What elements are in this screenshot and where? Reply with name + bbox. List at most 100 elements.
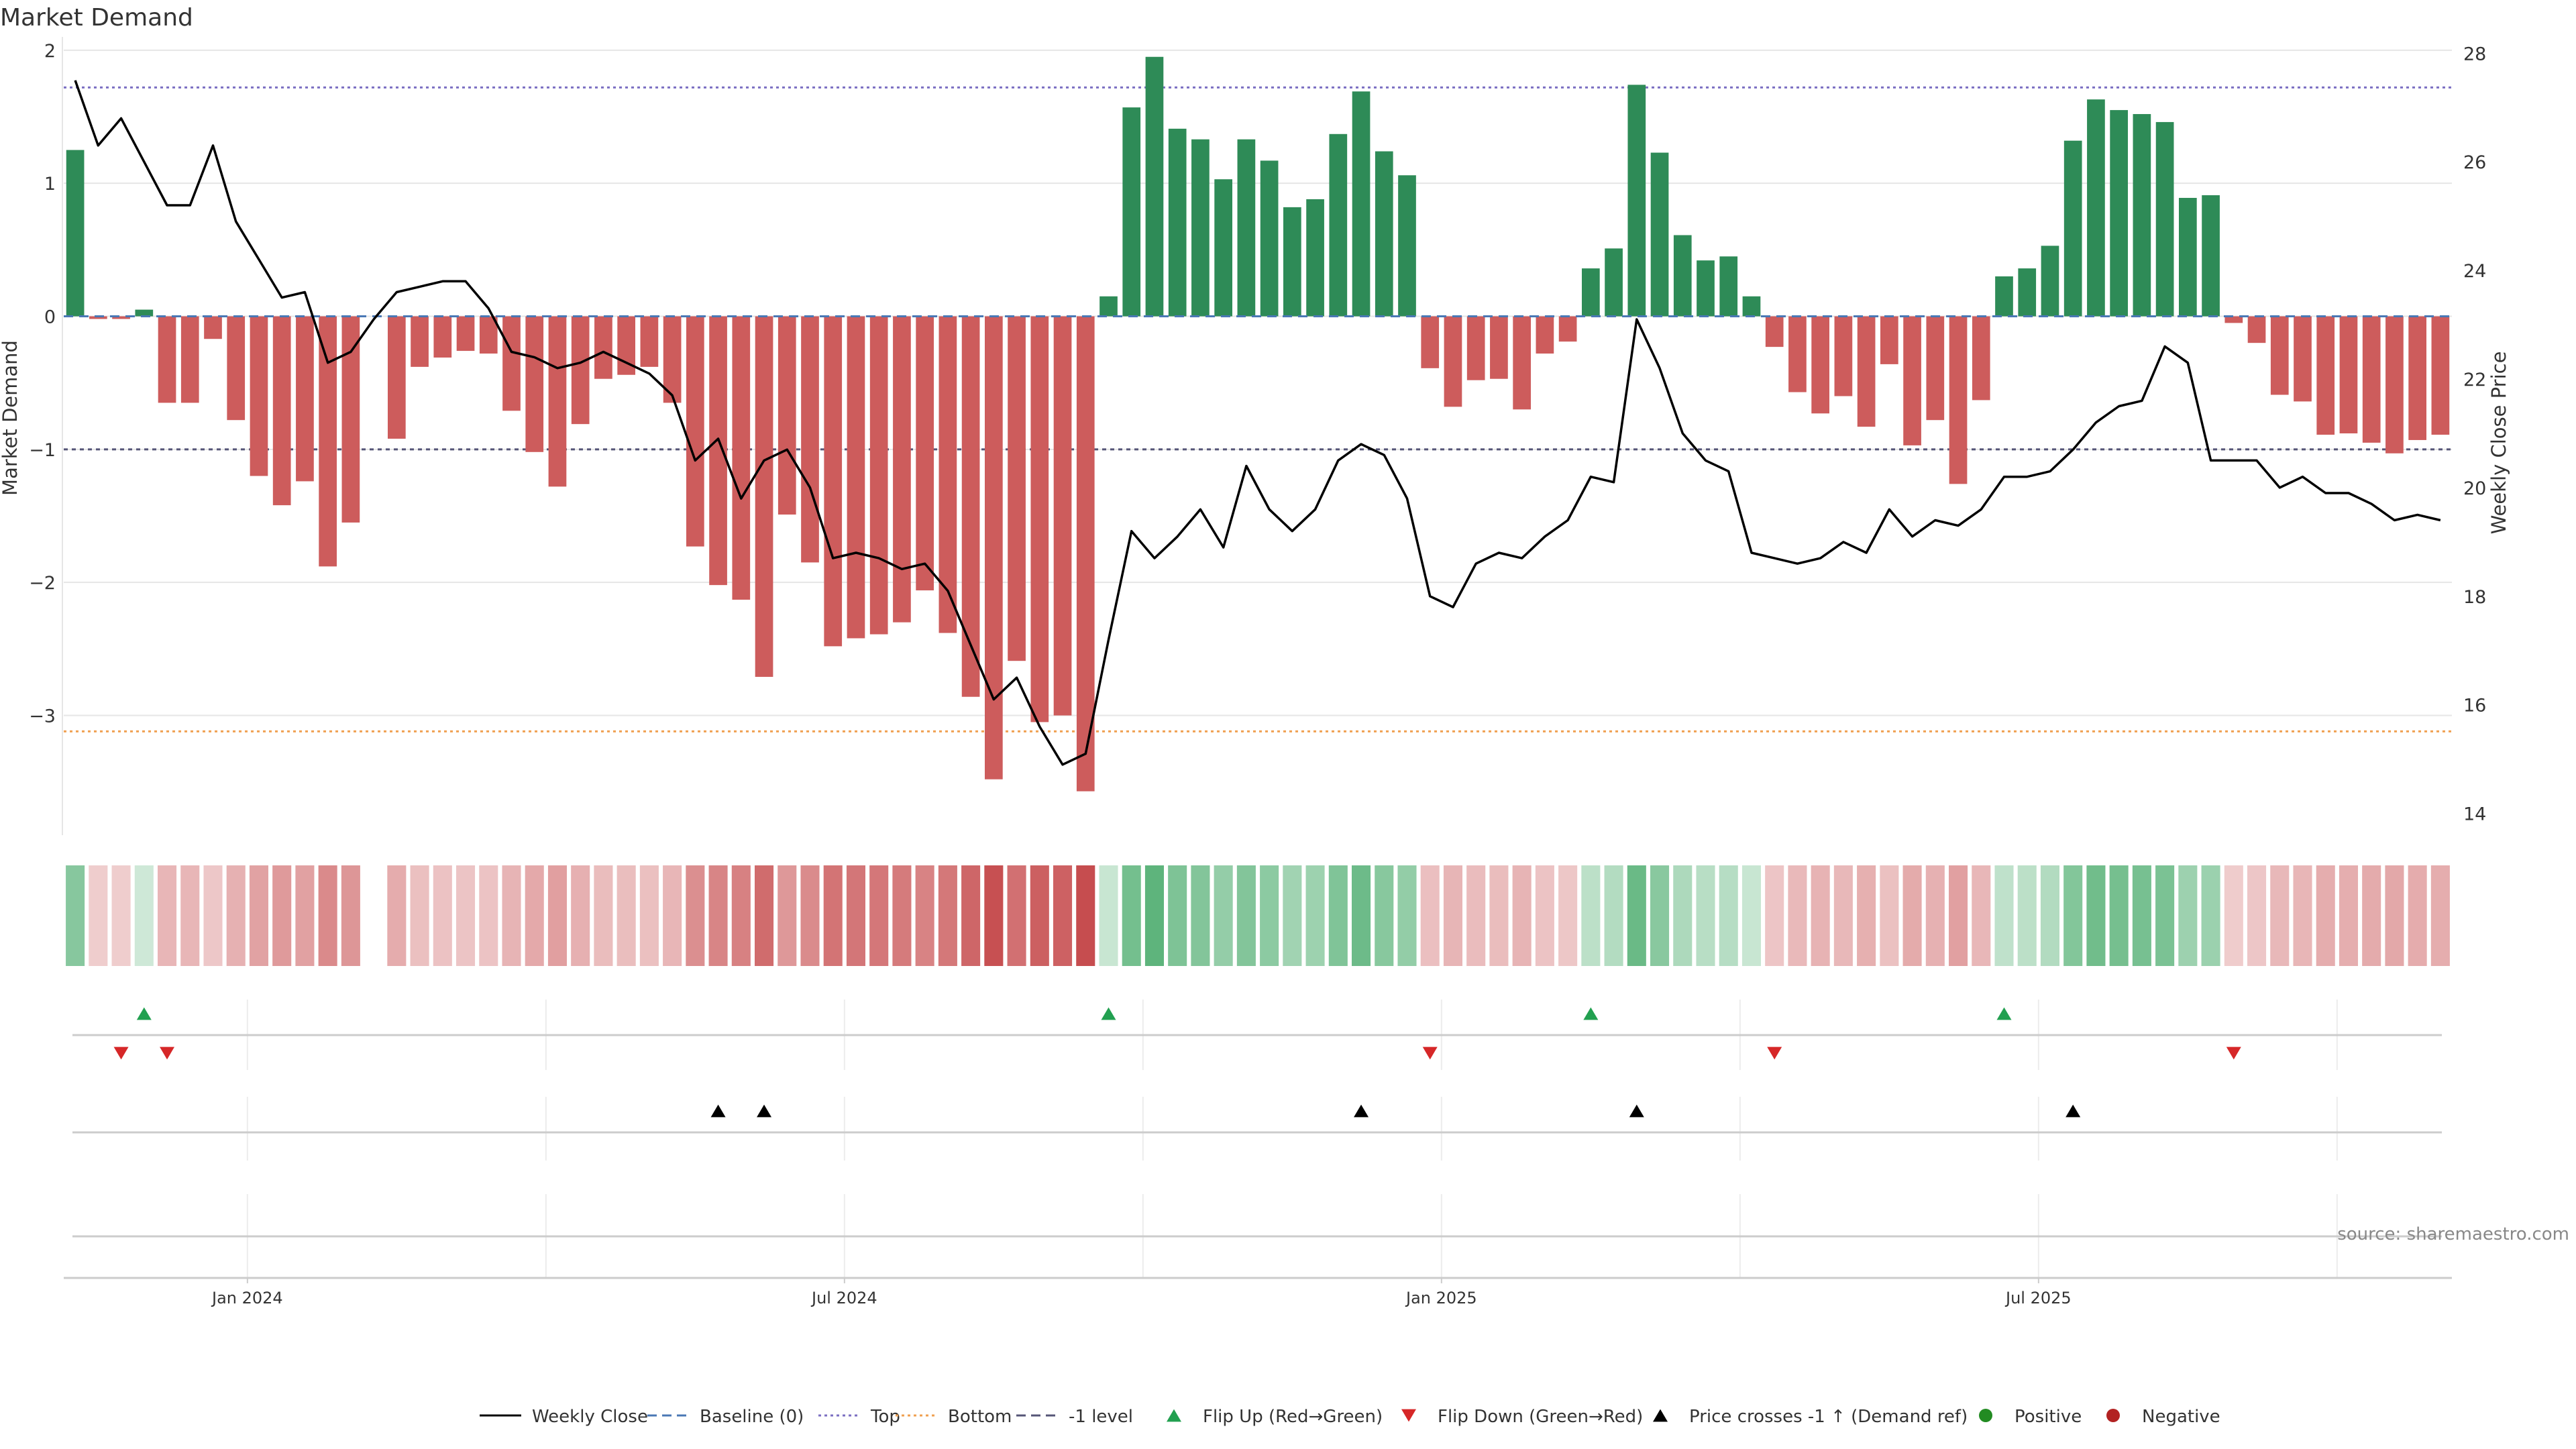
strip-cell	[777, 865, 797, 966]
strip-cell	[2385, 865, 2404, 966]
demand-bar	[1076, 316, 1095, 792]
legend-item: Bottom	[896, 1407, 1012, 1427]
strip-cell	[800, 865, 820, 966]
demand-bar	[847, 316, 865, 639]
y-axis-left: 2 1 0 −1 −2 −3	[29, 37, 63, 835]
strip-cell	[2339, 865, 2358, 966]
demand-bar	[158, 316, 176, 403]
strip-cell	[1949, 865, 1968, 966]
legend-item: -1 level	[1016, 1407, 1133, 1427]
strip-cell	[1168, 865, 1187, 966]
strip-cell	[1283, 865, 1302, 966]
strip-cell	[594, 865, 613, 966]
strip-cell	[2201, 865, 2220, 966]
flip-down-marker	[1422, 1046, 1438, 1060]
strip-cell	[1650, 865, 1670, 966]
demand-bar	[1834, 316, 1853, 396]
strip-cell	[1466, 865, 1486, 966]
demand-bar	[2018, 268, 2037, 317]
strip-cell	[2178, 865, 2198, 966]
legend-label: -1 level	[1069, 1407, 1133, 1427]
strip-cell	[731, 865, 751, 966]
price-cross-marker	[710, 1104, 726, 1118]
strip-cell	[1305, 865, 1325, 966]
strip-cell	[984, 865, 1004, 966]
legend-swatch	[1167, 1409, 1181, 1422]
x-tick-label: Jan 2025	[1405, 1289, 1477, 1307]
strip-cell	[1994, 865, 2014, 966]
strip-cell	[915, 865, 934, 966]
y-tick-label: 0	[44, 307, 56, 328]
strip-cell	[1535, 865, 1554, 966]
y2-tick-label: 16	[2463, 696, 2486, 716]
flip-up-marker	[136, 1007, 152, 1020]
strip-cell	[1719, 865, 1738, 966]
legend-item: Positive	[1979, 1407, 2082, 1427]
demand-bar	[984, 316, 1003, 780]
demand-bar	[801, 316, 819, 563]
demand-bar	[1329, 133, 1348, 317]
price-cross-marker	[757, 1104, 772, 1118]
y2-tick-label: 14	[2463, 804, 2486, 825]
demand-bar	[1421, 316, 1440, 368]
demand-bars	[64, 56, 2452, 792]
flip-up-marker	[1101, 1007, 1116, 1020]
demand-bar	[824, 316, 843, 647]
strip-cell	[226, 865, 246, 966]
demand-bar	[456, 316, 475, 352]
strip-cell	[1397, 865, 1417, 966]
strip-cell	[708, 865, 728, 966]
strip-cell	[295, 865, 315, 966]
strip-cell	[663, 865, 682, 966]
demand-bar	[709, 316, 727, 586]
demand-bar	[2247, 316, 2266, 343]
strip-cell	[2362, 865, 2381, 966]
strip-cell	[318, 865, 337, 966]
demand-bar	[1008, 316, 1026, 661]
strip-cell	[1236, 865, 1256, 966]
flip-down-marker	[113, 1046, 129, 1060]
demand-bar	[777, 316, 796, 515]
demand-bar	[2385, 316, 2404, 453]
strip-cell	[2247, 865, 2267, 966]
strip-cell	[1443, 865, 1462, 966]
legend-item: Weekly Close	[480, 1407, 648, 1427]
demand-bar	[1857, 316, 1876, 427]
demand-bar	[1283, 207, 1301, 317]
demand-bar	[319, 316, 337, 567]
demand-bar	[1605, 248, 1623, 317]
demand-bar	[755, 316, 773, 677]
strip-cell	[892, 865, 912, 966]
demand-bar	[2316, 316, 2335, 435]
demand-bar	[341, 316, 360, 523]
demand-bar	[2133, 114, 2151, 317]
demand-bar	[1765, 316, 1784, 347]
strip-cell	[158, 865, 177, 966]
y2-tick-label: 26	[2463, 152, 2486, 173]
strip-cell	[1375, 865, 1394, 966]
demand-bar	[272, 316, 291, 506]
demand-bar	[2294, 316, 2312, 402]
demand-bar	[479, 316, 498, 354]
chart-title: Market Demand	[0, 4, 193, 32]
strip-cell	[639, 865, 659, 966]
demand-bar	[2202, 195, 2220, 317]
demand-bar	[204, 316, 222, 339]
demand-bar	[502, 316, 521, 411]
demand-bar	[1972, 316, 1990, 400]
legend-item: Negative	[2106, 1407, 2220, 1427]
demand-bar	[135, 309, 154, 317]
legend-label: Baseline (0)	[700, 1407, 804, 1427]
demand-bar	[2362, 316, 2381, 443]
y2-tick-label: 18	[2463, 587, 2486, 608]
demand-bar	[1168, 128, 1187, 317]
strip-cell	[341, 865, 360, 966]
strip-cell	[134, 865, 154, 966]
strip-cell	[846, 865, 865, 966]
demand-bar	[1742, 296, 1761, 317]
strip-cell	[755, 865, 774, 966]
strip-cell	[1902, 865, 1922, 966]
strip-cell	[2017, 865, 2037, 966]
demand-bar	[2339, 316, 2358, 434]
strip-cell	[180, 865, 200, 966]
